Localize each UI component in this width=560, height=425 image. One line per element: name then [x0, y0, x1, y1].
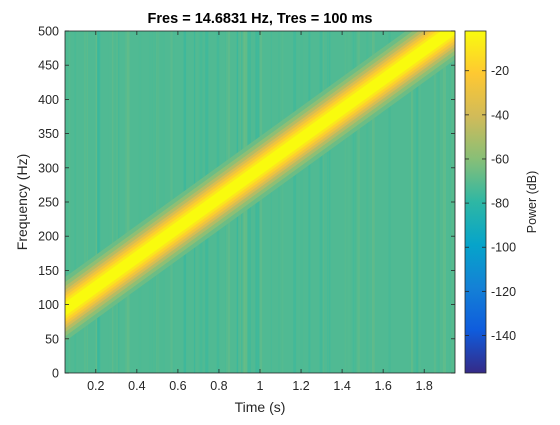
x-axis: 0.2 0.4 0.6 0.8 1 1.2 1.4 1.6 1.8 — [87, 31, 433, 393]
x-tick-label: 1.4 — [333, 379, 350, 393]
chirp-ridge — [65, 31, 455, 342]
plot-area — [64, 30, 456, 374]
x-tick-label: 1 — [257, 379, 264, 393]
noise-stripe — [256, 31, 260, 373]
noise-stripe — [283, 31, 285, 373]
y-tick-label: 50 — [45, 332, 59, 346]
x-tick-label: 1.8 — [416, 379, 433, 393]
x-tick-label: 0.6 — [169, 379, 186, 393]
noise-stripe — [98, 31, 100, 373]
noise-stripe — [439, 31, 441, 373]
noise-stripe — [68, 31, 71, 373]
noise-stripe — [96, 31, 98, 373]
colorbar: -140 -120 -100 -80 -60 -40 -20 — [464, 30, 516, 374]
colorbar-ticks: -140 -120 -100 -80 -60 -40 -20 — [465, 64, 516, 343]
y-tick-label: 200 — [38, 230, 59, 244]
x-tick-label: 0.2 — [87, 379, 104, 393]
noise-stripe — [347, 31, 351, 373]
y-tick-label: 400 — [38, 93, 59, 107]
y-tick-label: 0 — [52, 367, 59, 381]
noise-stripe — [354, 31, 357, 373]
noise-stripe — [410, 31, 413, 373]
noise-stripe — [308, 31, 311, 373]
y-tick-label: 300 — [38, 161, 59, 175]
noise-stripe — [416, 31, 419, 373]
noise-stripe — [281, 31, 284, 373]
noise-stripe — [111, 31, 115, 373]
noise-stripe — [118, 31, 120, 373]
noise-stripe — [107, 31, 110, 373]
y-axis-label: Frequency (Hz) — [14, 154, 30, 250]
colorbar-tick-label: -60 — [491, 152, 509, 166]
colorbar-frame — [464, 30, 487, 374]
noise-stripe — [148, 31, 152, 373]
y-tick-label: 350 — [38, 127, 59, 141]
colorbar-tick-label: -140 — [491, 329, 516, 343]
y-tick-label: 250 — [38, 196, 59, 210]
noise-stripe — [409, 31, 412, 373]
noise-stripe — [162, 31, 165, 373]
noise-stripe — [278, 31, 280, 373]
colorbar-gradient — [465, 31, 486, 373]
y-tick-label: 450 — [38, 59, 59, 73]
x-tick-label: 0.8 — [210, 379, 227, 393]
noise-stripe — [419, 31, 421, 373]
noise-stripe — [366, 31, 369, 373]
chart-title: Fres = 14.6831 Hz, Tres = 100 ms — [148, 11, 373, 27]
y-tick-label: 150 — [38, 264, 59, 278]
noise-stripe — [373, 31, 375, 373]
noise-stripe — [388, 31, 391, 373]
colorbar-tick-label: -20 — [491, 64, 509, 78]
noise-stripe — [437, 31, 440, 373]
x-tick-label: 0.4 — [128, 379, 145, 393]
y-tick-label: 500 — [38, 25, 59, 39]
noise-stripe — [259, 31, 263, 373]
noise-stripe — [344, 31, 347, 373]
colorbar-tick-label: -100 — [491, 241, 516, 255]
noise-stripe — [76, 31, 78, 373]
x-tick-label: 1.6 — [374, 379, 391, 393]
noise-stripe — [327, 31, 329, 373]
noise-stripe — [442, 31, 446, 373]
noise-stripe — [74, 31, 77, 373]
noise-stripe — [319, 31, 322, 373]
noise-stripe — [414, 31, 416, 373]
noise-stripe — [270, 31, 272, 373]
noise-stripe — [113, 31, 117, 373]
noise-stripe — [160, 31, 163, 373]
noise-stripe — [329, 31, 331, 373]
noise-stripe — [293, 31, 297, 373]
noise-stripe — [449, 31, 451, 373]
colorbar-label: Power (dB) — [525, 171, 539, 234]
noise-stripe — [138, 31, 142, 373]
colorbar-tick-label: -80 — [491, 197, 509, 211]
noise-stripe — [433, 31, 436, 373]
noise-stripe — [440, 31, 442, 373]
noise-stripe — [157, 31, 159, 373]
noise-stripe — [97, 31, 99, 373]
y-axis: 0 50 100 150 200 250 300 350 400 450 500 — [38, 25, 455, 381]
y-tick-label: 100 — [38, 298, 59, 312]
noise-stripe — [125, 31, 128, 373]
colorbar-tick-label: -40 — [491, 108, 509, 122]
noise-stripe — [85, 31, 88, 373]
x-tick-label: 1.2 — [292, 379, 309, 393]
heatmap-image — [65, 31, 455, 373]
noise-stripe — [357, 31, 360, 373]
x-axis-label: Time (s) — [235, 399, 286, 415]
noise-stripe — [127, 31, 130, 373]
noise-stripe — [152, 31, 154, 373]
ridge-band — [65, 31, 455, 317]
noise-stripe — [300, 31, 304, 373]
noise-stripe — [155, 31, 158, 373]
noise-stripe — [322, 31, 325, 373]
colorbar-tick-label: -120 — [491, 285, 516, 299]
